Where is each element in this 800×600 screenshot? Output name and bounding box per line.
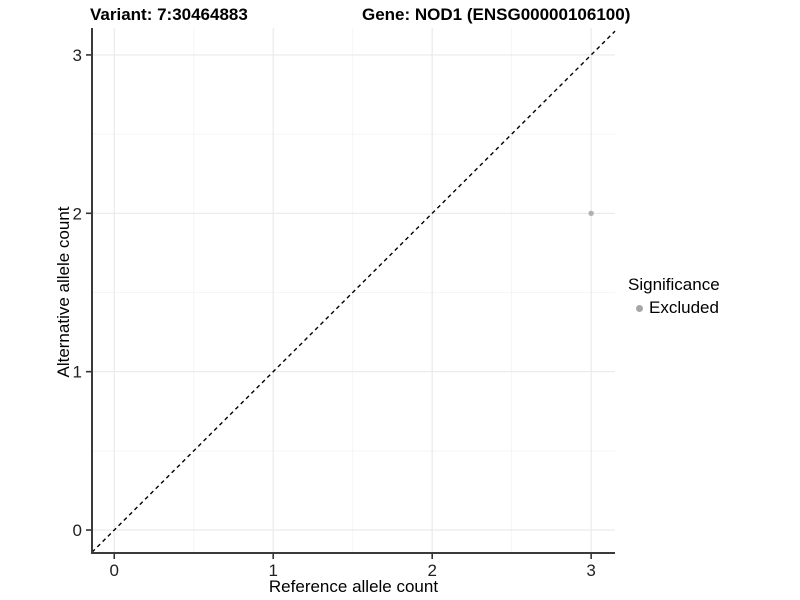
data-point: [588, 210, 594, 216]
legend-marker-dot: [636, 304, 643, 312]
x-tick-label: 3: [586, 561, 595, 580]
x-tick-label: 0: [110, 561, 119, 580]
gene-title: Gene: NOD1 (ENSG00000106100): [362, 5, 631, 24]
legend-entry-excluded: Excluded: [628, 298, 720, 318]
legend-entry-label: Excluded: [649, 298, 719, 317]
variant-title: Variant: 7:30464883: [90, 5, 248, 24]
y-tick-label: 3: [73, 46, 82, 65]
identity-reference-line: [91, 30, 616, 553]
x-tick-label: 1: [268, 561, 277, 580]
y-axis-title: Alternative allele count: [54, 206, 73, 378]
x-tick-label: 2: [427, 561, 436, 580]
y-tick-label: 1: [73, 363, 82, 382]
legend-title: Significance: [628, 275, 720, 294]
legend: Significance Excluded: [628, 275, 720, 318]
x-axis-title: Reference allele count: [268, 577, 439, 596]
y-tick-label: 0: [73, 521, 82, 540]
y-tick-label: 2: [73, 204, 82, 223]
